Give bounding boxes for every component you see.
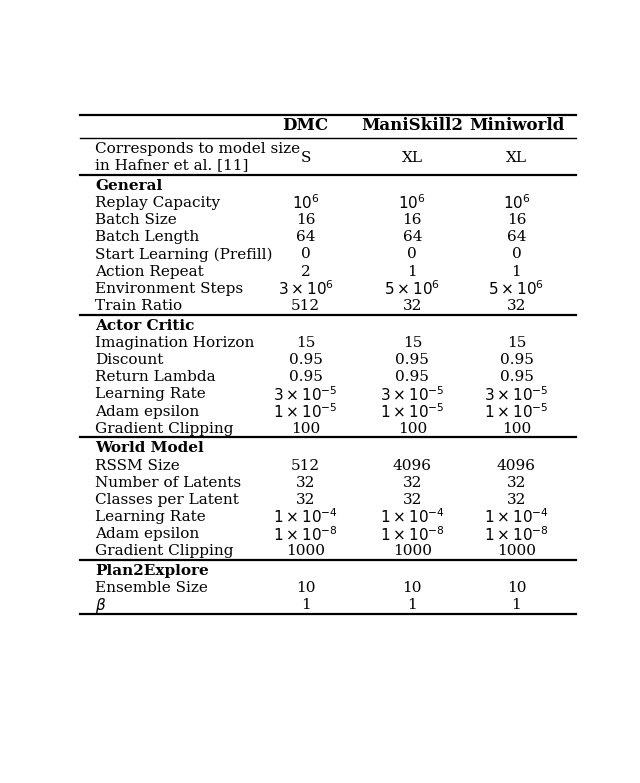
Text: 10: 10 — [296, 581, 316, 595]
Text: 0: 0 — [301, 247, 310, 262]
Text: 100: 100 — [397, 422, 427, 435]
Text: Gradient Clipping: Gradient Clipping — [95, 422, 234, 435]
Text: $1 \times 10^{-4}$: $1 \times 10^{-4}$ — [484, 507, 549, 526]
Text: 64: 64 — [507, 230, 526, 244]
Text: Action Repeat: Action Repeat — [95, 265, 204, 279]
Text: General: General — [95, 179, 162, 193]
Text: Environment Steps: Environment Steps — [95, 282, 243, 296]
Text: $3 \times 10^{-5}$: $3 \times 10^{-5}$ — [273, 385, 338, 404]
Text: XL: XL — [402, 150, 423, 164]
Text: 0.95: 0.95 — [396, 370, 429, 384]
Text: $3 \times 10^6$: $3 \times 10^6$ — [278, 280, 333, 298]
Text: $1 \times 10^{-4}$: $1 \times 10^{-4}$ — [273, 507, 338, 526]
Text: 1: 1 — [301, 598, 310, 612]
Text: $5 \times 10^6$: $5 \times 10^6$ — [384, 280, 440, 298]
Text: $1 \times 10^{-8}$: $1 \times 10^{-8}$ — [273, 525, 338, 543]
Text: $10^6$: $10^6$ — [292, 193, 319, 212]
Text: 0.95: 0.95 — [289, 370, 323, 384]
Text: 2: 2 — [301, 265, 310, 279]
Text: 32: 32 — [296, 476, 316, 489]
Text: 0: 0 — [511, 247, 522, 262]
Text: 0.95: 0.95 — [500, 370, 533, 384]
Text: $5 \times 10^6$: $5 \times 10^6$ — [488, 280, 545, 298]
Text: Batch Size: Batch Size — [95, 213, 177, 227]
Text: 32: 32 — [507, 476, 526, 489]
Text: 10: 10 — [403, 581, 422, 595]
Text: 512: 512 — [291, 459, 320, 472]
Text: Classes per Latent: Classes per Latent — [95, 493, 239, 507]
Text: $10^6$: $10^6$ — [399, 193, 426, 212]
Text: 16: 16 — [507, 213, 526, 227]
Text: Learning Rate: Learning Rate — [95, 388, 205, 402]
Text: Imagination Horizon: Imagination Horizon — [95, 336, 254, 350]
Text: ManiSkill2: ManiSkill2 — [362, 117, 463, 134]
Text: 15: 15 — [507, 336, 526, 350]
Text: 100: 100 — [291, 422, 320, 435]
Text: 1000: 1000 — [497, 544, 536, 558]
Text: 4096: 4096 — [497, 459, 536, 472]
Text: Number of Latents: Number of Latents — [95, 476, 241, 489]
Text: 0.95: 0.95 — [500, 353, 533, 367]
Text: Discount: Discount — [95, 353, 163, 367]
Text: Replay Capacity: Replay Capacity — [95, 196, 220, 210]
Text: 512: 512 — [291, 299, 320, 313]
Text: 16: 16 — [403, 213, 422, 227]
Text: 15: 15 — [403, 336, 422, 350]
Text: Learning Rate: Learning Rate — [95, 510, 205, 524]
Text: 32: 32 — [403, 299, 422, 313]
Text: 0.95: 0.95 — [289, 353, 323, 367]
Text: Plan2Explore: Plan2Explore — [95, 564, 209, 578]
Text: Return Lambda: Return Lambda — [95, 370, 216, 384]
Text: $3 \times 10^{-5}$: $3 \times 10^{-5}$ — [380, 385, 445, 404]
Text: Ensemble Size: Ensemble Size — [95, 581, 208, 595]
Text: Start Learning (Prefill): Start Learning (Prefill) — [95, 247, 273, 262]
Text: $1 \times 10^{-5}$: $1 \times 10^{-5}$ — [380, 402, 445, 421]
Text: DMC: DMC — [283, 117, 329, 134]
Text: Train Ratio: Train Ratio — [95, 299, 182, 313]
Text: 16: 16 — [296, 213, 316, 227]
Text: 64: 64 — [296, 230, 316, 244]
Text: $3 \times 10^{-5}$: $3 \times 10^{-5}$ — [484, 385, 549, 404]
Text: Batch Length: Batch Length — [95, 230, 199, 244]
Text: Actor Critic: Actor Critic — [95, 319, 195, 333]
Text: in Hafner et al. [11]: in Hafner et al. [11] — [95, 158, 248, 172]
Text: 32: 32 — [296, 493, 316, 507]
Text: $10^6$: $10^6$ — [502, 193, 531, 212]
Text: 4096: 4096 — [393, 459, 432, 472]
Text: RSSM Size: RSSM Size — [95, 459, 180, 472]
Text: $1 \times 10^{-5}$: $1 \times 10^{-5}$ — [484, 402, 549, 421]
Text: 32: 32 — [507, 299, 526, 313]
Text: $1 \times 10^{-8}$: $1 \times 10^{-8}$ — [380, 525, 445, 543]
Text: $1 \times 10^{-5}$: $1 \times 10^{-5}$ — [273, 402, 338, 421]
Text: World Model: World Model — [95, 442, 204, 456]
Text: 15: 15 — [296, 336, 316, 350]
Text: 32: 32 — [507, 493, 526, 507]
Text: 1: 1 — [408, 598, 417, 612]
Text: 1000: 1000 — [286, 544, 325, 558]
Text: S: S — [301, 150, 311, 164]
Text: 1: 1 — [511, 598, 522, 612]
Text: Gradient Clipping: Gradient Clipping — [95, 544, 234, 558]
Text: 32: 32 — [403, 493, 422, 507]
Text: 32: 32 — [403, 476, 422, 489]
Text: $\beta$: $\beta$ — [95, 596, 106, 615]
Text: 1: 1 — [408, 265, 417, 279]
Text: 1000: 1000 — [393, 544, 432, 558]
Text: 1: 1 — [511, 265, 522, 279]
Text: $1 \times 10^{-4}$: $1 \times 10^{-4}$ — [380, 507, 445, 526]
Text: Adam epsilon: Adam epsilon — [95, 405, 199, 419]
Text: 10: 10 — [507, 581, 526, 595]
Text: 0: 0 — [408, 247, 417, 262]
Text: Adam epsilon: Adam epsilon — [95, 527, 199, 541]
Text: 64: 64 — [403, 230, 422, 244]
Text: $1 \times 10^{-8}$: $1 \times 10^{-8}$ — [484, 525, 549, 543]
Text: Miniworld: Miniworld — [468, 117, 564, 134]
Text: Corresponds to model size: Corresponds to model size — [95, 143, 300, 156]
Text: 100: 100 — [502, 422, 531, 435]
Text: 0.95: 0.95 — [396, 353, 429, 367]
Text: XL: XL — [506, 150, 527, 164]
